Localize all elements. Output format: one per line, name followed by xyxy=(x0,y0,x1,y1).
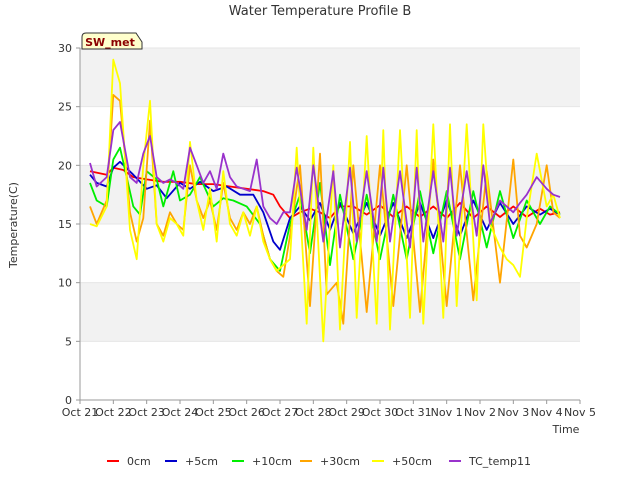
y-axis-label: Temperature(C) xyxy=(7,182,20,269)
grid-band xyxy=(80,106,580,166)
x-tick-label: Oct 27 xyxy=(262,406,299,419)
x-tick-label: Nov 5 xyxy=(564,406,596,419)
chart-title: Water Temperature Profile B xyxy=(229,4,412,19)
x-tick-label: Oct 31 xyxy=(395,406,432,419)
series-line-tc-temp11 xyxy=(89,121,561,249)
x-tick-label: Oct 25 xyxy=(195,406,232,419)
x-tick-label: Oct 24 xyxy=(162,406,199,419)
y-tick-label: 25 xyxy=(58,101,72,114)
x-axis-label: Time xyxy=(552,423,580,436)
badge-label: SW_met xyxy=(85,36,135,49)
x-tick-label: Oct 21 xyxy=(62,406,99,419)
y-axis-ticks: 0 5 10 15 20 25 30 xyxy=(58,42,80,407)
legend-label: +5cm xyxy=(185,455,218,468)
legend-label: +50cm xyxy=(392,455,432,468)
y-tick-label: 0 xyxy=(65,394,72,407)
x-tick-label: Oct 22 xyxy=(95,406,132,419)
x-tick-label: Oct 26 xyxy=(228,406,265,419)
x-tick-label: Nov 1 xyxy=(431,406,463,419)
series-lines xyxy=(89,58,561,343)
legend-label: TC_temp11 xyxy=(468,455,531,468)
grid-band xyxy=(80,282,580,342)
legend: 0cm +5cm +10cm +30cm +50cm TC_temp11 xyxy=(107,455,531,468)
x-tick-label: Oct 30 xyxy=(362,406,399,419)
legend-label: +30cm xyxy=(320,455,360,468)
y-tick-label: 5 xyxy=(65,335,72,348)
legend-label: +10cm xyxy=(252,455,292,468)
y-tick-label: 20 xyxy=(58,159,72,172)
x-tick-label: Nov 2 xyxy=(464,406,496,419)
x-tick-label: Nov 3 xyxy=(497,406,529,419)
grid-band xyxy=(80,48,580,107)
grid-band xyxy=(80,341,580,400)
badge-shape xyxy=(81,32,143,50)
x-tick-label: Nov 4 xyxy=(531,406,563,419)
x-tick-label: Oct 23 xyxy=(128,406,165,419)
x-tick-label: Oct 28 xyxy=(295,406,332,419)
background-bands xyxy=(80,47,580,401)
y-tick-label: 30 xyxy=(58,42,72,55)
sw-met-badge: SW_met xyxy=(81,32,143,50)
y-tick-label: 10 xyxy=(58,277,72,290)
x-tick-label: Oct 29 xyxy=(328,406,365,419)
legend-label: 0cm xyxy=(127,455,151,468)
y-tick-label: 15 xyxy=(58,218,72,231)
